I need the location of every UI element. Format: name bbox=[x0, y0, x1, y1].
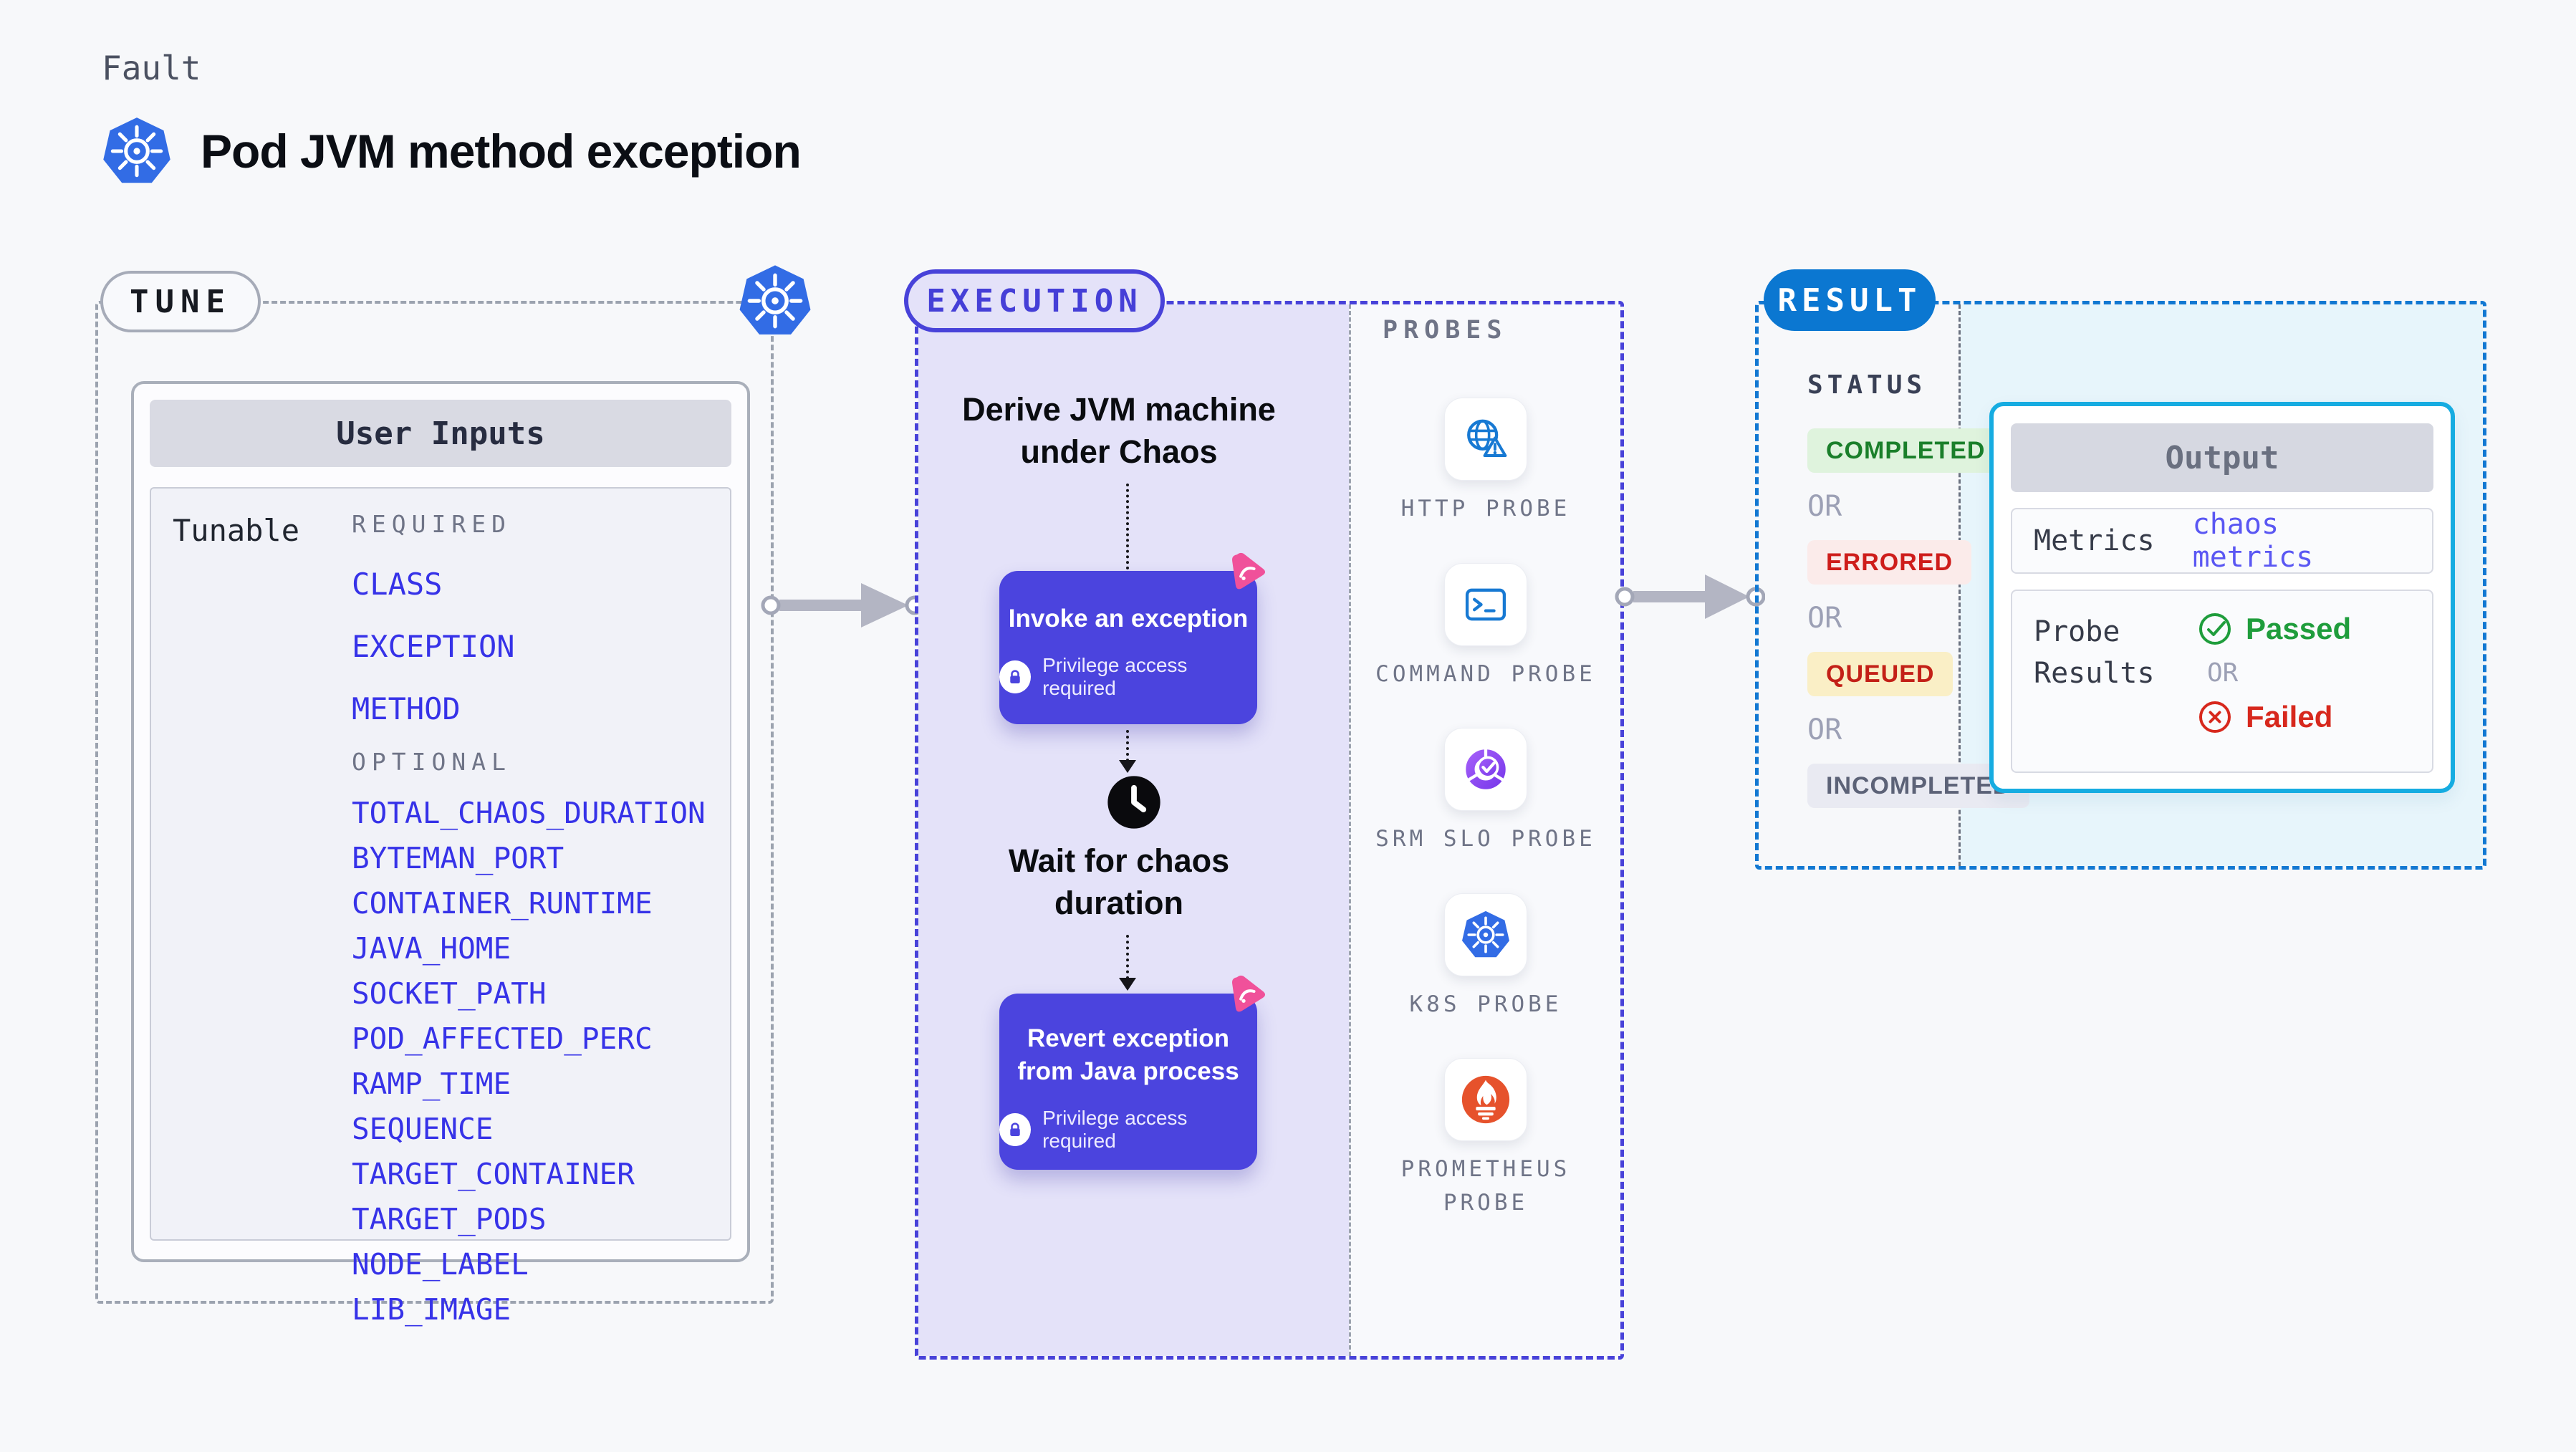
probe-item-k8s: K8S PROBE bbox=[1410, 893, 1562, 1021]
revert-exception-label: Revert exception from Java process bbox=[1017, 1024, 1239, 1086]
result-badge: RESULT bbox=[1764, 269, 1936, 331]
probes-panel: PROBES HTTP PROBE bbox=[1349, 304, 1620, 1356]
lock-icon bbox=[999, 1113, 1032, 1147]
status-or-separator: OR bbox=[1807, 490, 1842, 523]
status-column: STATUS COMPLETED OR ERRORED OR QUEUED OR… bbox=[1807, 370, 2030, 808]
user-inputs-header: User Inputs bbox=[150, 400, 731, 467]
lock-icon bbox=[999, 660, 1032, 694]
input-node-label: NODE_LABEL bbox=[352, 1247, 529, 1282]
status-label: STATUS bbox=[1807, 370, 1927, 400]
chaos-icon bbox=[1231, 551, 1267, 591]
metrics-value: chaos metrics bbox=[2192, 508, 2314, 574]
fault-eyebrow-label: Fault bbox=[102, 49, 201, 87]
user-inputs-card: User Inputs Tunable REQUIRED CLASS EXCEP… bbox=[131, 381, 750, 1327]
metrics-label: Metrics bbox=[2034, 524, 2155, 557]
probes-label: PROBES bbox=[1383, 316, 1508, 345]
input-lib-image: LIB_IMAGE bbox=[352, 1292, 511, 1327]
status-or-separator: OR bbox=[1807, 713, 1842, 746]
input-exception: EXCEPTION bbox=[352, 629, 515, 664]
privilege-note-1: Privilege access required bbox=[999, 654, 1257, 700]
output-card: Output Metrics chaos metrics Probe Resul… bbox=[1989, 402, 2455, 793]
execution-badge: EXECUTION bbox=[904, 269, 1165, 332]
derive-step-text: Derive JVM machine under Chaos bbox=[962, 391, 1276, 470]
input-container-runtime: CONTAINER_RUNTIME bbox=[352, 886, 653, 920]
kubernetes-icon bbox=[100, 115, 173, 188]
execution-section: Derive JVM machine under Chaos Invoke an… bbox=[915, 301, 1624, 1360]
result-divider bbox=[1959, 304, 1961, 866]
optional-input-list: TOTAL_CHAOS_DURATION BYTEMAN_PORT CONTAI… bbox=[352, 796, 706, 1327]
status-badge-queued: QUEUED bbox=[1807, 652, 1953, 696]
status-badge-completed: COMPLETED bbox=[1807, 428, 2004, 473]
flow-connector-2 bbox=[1119, 730, 1136, 773]
optional-group-label: OPTIONAL bbox=[352, 748, 511, 776]
probe-item-command: COMMAND PROBE bbox=[1375, 562, 1596, 691]
probe-item-http: HTTP PROBE bbox=[1401, 398, 1571, 526]
clock-icon bbox=[1106, 774, 1162, 830]
probe-results-row: Probe Results Passed OR bbox=[2011, 590, 2433, 773]
status-badge-errored: ERRORED bbox=[1807, 540, 1972, 585]
input-target-container: TARGET_CONTAINER bbox=[352, 1157, 635, 1191]
flow-connector-1 bbox=[1126, 484, 1129, 569]
input-byteman-port: BYTEMAN_PORT bbox=[352, 841, 564, 875]
tune-section bbox=[95, 301, 774, 1304]
input-pod-affected-perc: POD_AFFECTED_PERC bbox=[352, 1021, 653, 1056]
status-or-separator: OR bbox=[1807, 602, 1842, 635]
command-probe-icon bbox=[1443, 562, 1527, 646]
flow-connector-3 bbox=[1119, 935, 1136, 991]
tune-to-execution-arrow bbox=[761, 583, 924, 628]
required-group-label: REQUIRED bbox=[352, 510, 511, 538]
input-total-chaos-duration: TOTAL_CHAOS_DURATION bbox=[352, 796, 706, 830]
page-header: Pod JVM method exception bbox=[100, 115, 802, 188]
tunable-label: Tunable bbox=[173, 513, 300, 548]
wait-step-text: Wait for chaos duration bbox=[1008, 842, 1230, 921]
revert-exception-step: Revert exception from Java process Privi… bbox=[999, 994, 1257, 1170]
input-target-pods: TARGET_PODS bbox=[352, 1202, 547, 1236]
input-method: METHOD bbox=[352, 691, 461, 726]
invoke-exception-step: Invoke an exception Privilege access req… bbox=[999, 571, 1257, 724]
probe-item-srm-slo: SRM SLO PROBE bbox=[1375, 728, 1596, 856]
check-circle-icon bbox=[2199, 613, 2231, 645]
execution-to-result-arrow bbox=[1615, 574, 1765, 619]
privilege-note-2: Privilege access required bbox=[999, 1107, 1257, 1153]
x-circle-icon bbox=[2199, 701, 2231, 733]
srm-slo-probe-icon bbox=[1443, 728, 1527, 811]
tune-badge: TUNE bbox=[100, 271, 261, 332]
execution-flow-area: Derive JVM machine under Chaos Invoke an… bbox=[918, 304, 1349, 1356]
output-header: Output bbox=[2011, 423, 2433, 492]
page-title: Pod JVM method exception bbox=[201, 125, 802, 178]
http-probe-icon bbox=[1443, 398, 1527, 481]
passed-verdict: Passed bbox=[2197, 611, 2351, 647]
failed-verdict: Failed bbox=[2197, 699, 2332, 735]
user-inputs-panel: Tunable REQUIRED CLASS EXCEPTION METHOD … bbox=[150, 487, 731, 1327]
input-java-home: JAVA_HOME bbox=[352, 931, 511, 966]
k8s-probe-icon bbox=[1443, 893, 1527, 976]
required-input-list: CLASS EXCEPTION METHOD bbox=[352, 567, 515, 726]
metrics-row: Metrics chaos metrics bbox=[2011, 508, 2433, 574]
invoke-exception-label: Invoke an exception bbox=[1008, 605, 1249, 633]
verdict-or-separator: OR bbox=[2207, 658, 2239, 688]
input-class: CLASS bbox=[352, 567, 443, 602]
prometheus-probe-icon bbox=[1444, 1058, 1527, 1141]
chaos-icon bbox=[1231, 973, 1267, 1014]
input-socket-path: SOCKET_PATH bbox=[352, 976, 547, 1011]
probe-item-prometheus: PROMETHEUS PROBE bbox=[1375, 1058, 1597, 1219]
probe-results-label: Probe Results bbox=[2034, 615, 2155, 690]
kubernetes-corner-icon bbox=[736, 262, 814, 340]
input-ramp-time: RAMP_TIME bbox=[352, 1067, 511, 1101]
result-section: STATUS COMPLETED OR ERRORED OR QUEUED OR… bbox=[1755, 301, 2486, 870]
input-sequence: SEQUENCE bbox=[352, 1112, 494, 1146]
